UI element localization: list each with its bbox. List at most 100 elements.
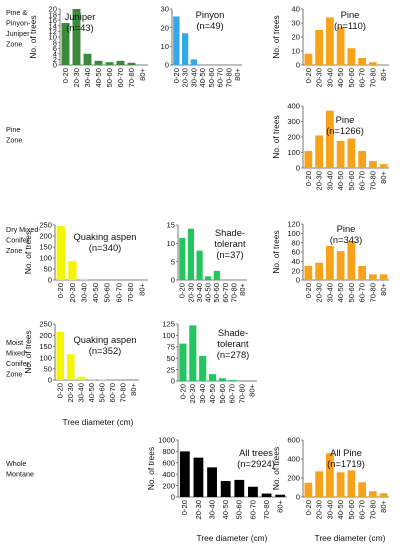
series-name: Juniper bbox=[65, 11, 96, 22]
x-tick-label: 0-20 bbox=[304, 68, 313, 83]
y-tick-label: 20 bbox=[49, 5, 57, 14]
x-tick-label: 50-60 bbox=[347, 500, 356, 519]
x-tick-label: 70-80 bbox=[368, 283, 377, 302]
sample-size: (n=110) bbox=[334, 20, 366, 31]
x-tick-label: 0-20 bbox=[304, 283, 313, 298]
x-tick-label: 80+ bbox=[129, 382, 138, 395]
bar-0-20 bbox=[304, 53, 313, 65]
x-tick-label: 40-50 bbox=[336, 283, 345, 302]
x-tick-label: 70-80 bbox=[126, 283, 135, 302]
bar-50-60 bbox=[347, 470, 356, 497]
bar-20-30 bbox=[315, 471, 323, 497]
x-tick-label: 20-30 bbox=[315, 283, 324, 302]
y-tick-label: 20 bbox=[161, 23, 169, 32]
chart-pine-pinyon-juniper-zone-pine: 0 10 20 30 40 0-20 20-30 30-40 40-50 50-60 60-70 70… bbox=[271, 5, 389, 87]
bar-30-40 bbox=[79, 278, 89, 280]
bar-30-40 bbox=[83, 53, 92, 65]
x-tick-label: 0-20 bbox=[304, 171, 313, 186]
x-tick-label: 0-20 bbox=[56, 283, 65, 298]
y-tick-label: 0 bbox=[171, 276, 175, 285]
bar-70-80 bbox=[369, 161, 377, 168]
y-tick-label: 250 bbox=[39, 221, 52, 230]
x-tick-label: 80+ bbox=[379, 499, 388, 512]
x-tick-label: 30-40 bbox=[325, 68, 334, 87]
y-tick-label: 4 bbox=[53, 50, 57, 59]
bar-40-50 bbox=[205, 276, 212, 280]
chart-whole-montane-all-pine: 0 200 400 600 0-20 20-30 30-40 40-50 50-60 60-70 7… bbox=[271, 436, 389, 543]
series-name: Pine bbox=[337, 223, 356, 234]
y-tick-label: 20 bbox=[292, 33, 300, 42]
y-tick-label: 1000 bbox=[158, 436, 175, 445]
bar-50-60 bbox=[218, 378, 226, 381]
zone-label-moist-mixed-conifer: Moist Mixed Conifer Zone bbox=[6, 338, 30, 379]
x-tick-label: 30-40 bbox=[189, 68, 198, 87]
bar-0-20 bbox=[179, 343, 187, 381]
bar-30-40 bbox=[326, 110, 334, 168]
x-tick-label: 40-50 bbox=[94, 68, 103, 87]
y-tick-label: 600 bbox=[287, 436, 300, 445]
bar-0-20 bbox=[304, 150, 313, 168]
y-tick-label: 200 bbox=[287, 133, 300, 142]
y-tick-label: 5 bbox=[171, 257, 175, 266]
y-tick-label: 12 bbox=[49, 27, 57, 36]
bar-30-40 bbox=[77, 376, 86, 380]
bar-80 bbox=[379, 493, 388, 497]
x-tick-label: 0-20 bbox=[304, 500, 313, 515]
bar-0-20 bbox=[179, 237, 186, 280]
x-tick-label: 0-20 bbox=[172, 68, 181, 83]
y-tick-label: 75 bbox=[167, 343, 175, 352]
x-tick-label: 70-80 bbox=[368, 500, 377, 519]
y-tick-label: 50 bbox=[44, 265, 52, 274]
y-tick-label: 20 bbox=[292, 266, 300, 275]
y-tick-label: 40 bbox=[292, 257, 300, 266]
y-tick-label: 250 bbox=[39, 320, 52, 329]
bar-40-50 bbox=[209, 374, 217, 381]
bar-70-80 bbox=[369, 62, 377, 65]
x-tick-label: 80+ bbox=[238, 282, 247, 295]
bar-30-40 bbox=[326, 453, 334, 497]
y-tick-label: 50 bbox=[44, 365, 52, 374]
x-tick-label: 50-60 bbox=[105, 68, 114, 87]
y-tick-label: 6 bbox=[53, 44, 57, 53]
y-tick-label: 50 bbox=[167, 354, 175, 363]
x-tick-label: 20-30 bbox=[186, 283, 195, 302]
x-tick-label: 70-80 bbox=[224, 68, 233, 87]
series-name: Pinyon bbox=[196, 9, 225, 20]
bar-60-70 bbox=[358, 150, 366, 168]
bar-30-40 bbox=[326, 245, 334, 280]
x-tick-label: 30-40 bbox=[77, 383, 86, 402]
sample-size: (n=352) bbox=[89, 345, 122, 356]
y-tick-label: 10 bbox=[49, 33, 57, 42]
x-tick-label: 60-70 bbox=[216, 68, 225, 87]
x-tick-label: 20-30 bbox=[194, 500, 203, 519]
y-tick-label: 200 bbox=[39, 331, 52, 340]
x-tick-label: 80+ bbox=[138, 282, 147, 295]
y-tick-label: 8 bbox=[53, 38, 57, 47]
x-tick-label: 40-50 bbox=[204, 283, 213, 302]
bar-70-80 bbox=[261, 493, 272, 497]
bar-20-30 bbox=[72, 9, 81, 65]
y-tick-label: 800 bbox=[162, 447, 175, 456]
y-tick-label: 0 bbox=[296, 493, 300, 502]
y-tick-label: 30 bbox=[161, 5, 169, 14]
bar-40-50 bbox=[336, 27, 345, 65]
x-tick-label: 0-20 bbox=[178, 283, 187, 298]
y-tick-label: 200 bbox=[39, 232, 52, 241]
bar-70-80 bbox=[369, 274, 377, 280]
x-tick-label: 30-40 bbox=[325, 500, 334, 519]
y-tick-label: 100 bbox=[287, 148, 300, 157]
x-tick-label: 60-70 bbox=[114, 283, 123, 302]
bar-80 bbox=[379, 164, 388, 168]
y-tick-label: 10 bbox=[161, 42, 169, 51]
bar-20-30 bbox=[181, 33, 189, 65]
bar-30-40 bbox=[190, 59, 198, 65]
x-tick-label: 40-50 bbox=[336, 68, 345, 87]
x-tick-label: 50-60 bbox=[98, 383, 107, 402]
bar-0-20 bbox=[304, 266, 313, 280]
bar-70-80 bbox=[369, 491, 377, 497]
x-tick-label: 60-70 bbox=[248, 500, 257, 519]
x-tick-label: 80+ bbox=[233, 67, 242, 80]
y-tick-label: 18 bbox=[49, 10, 57, 19]
